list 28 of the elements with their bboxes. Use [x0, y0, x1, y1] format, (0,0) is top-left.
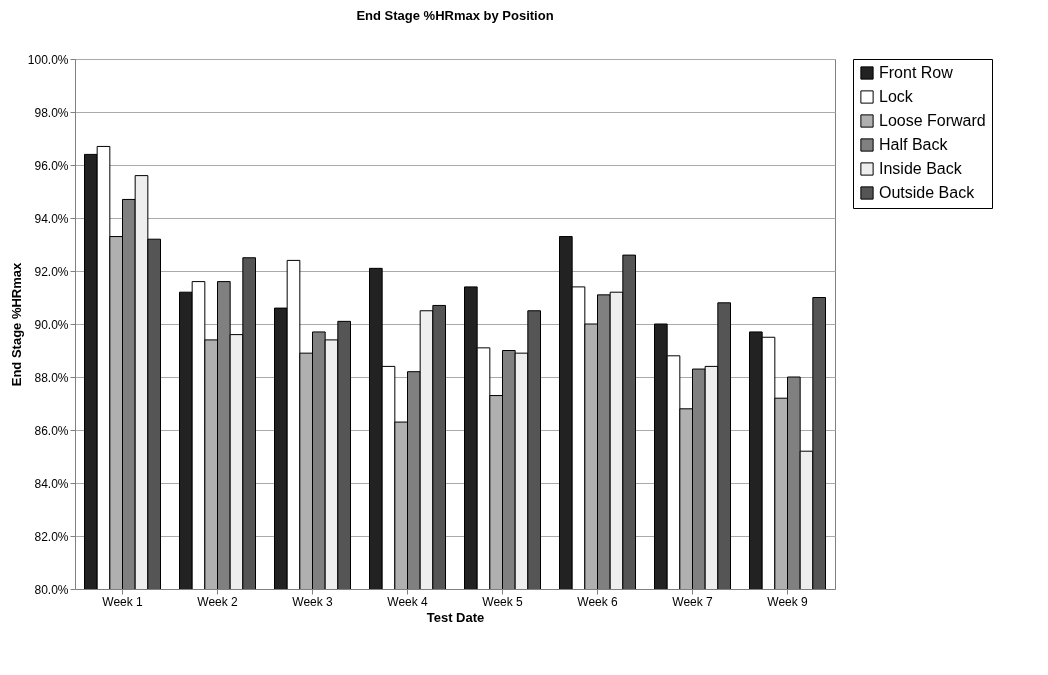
legend-label: Lock — [879, 88, 914, 105]
y-tick-label: 90.0% — [34, 317, 69, 332]
y-tick-label: 92.0% — [34, 264, 69, 279]
y-tick-label: 96.0% — [34, 158, 69, 173]
x-axis-title: Test Date — [426, 609, 485, 625]
x-tick-label: Week 2 — [197, 594, 239, 609]
legend-label: Front Row — [879, 64, 954, 81]
legend-label: Half Back — [879, 136, 949, 153]
y-axis-title: End Stage %HRmax — [8, 261, 24, 387]
chart-title: End Stage %HRmax by Position — [356, 8, 554, 23]
y-tick-label: 84.0% — [34, 476, 69, 491]
x-tick-label: Week 1 — [102, 594, 144, 609]
legend-label: Loose Forward — [879, 112, 986, 129]
x-tick-label: Week 7 — [672, 594, 714, 609]
x-tick-label: Week 9 — [767, 594, 809, 609]
y-tick-label: 100.0% — [27, 52, 69, 67]
x-tick-label: Week 5 — [482, 594, 524, 609]
legend-label: Inside Back — [879, 160, 963, 177]
y-tick-label: 80.0% — [34, 582, 69, 597]
y-tick-label: 94.0% — [34, 211, 69, 226]
y-tick-label: 82.0% — [34, 529, 69, 544]
legend-label: Outside Back — [879, 184, 976, 201]
x-tick-label: Week 6 — [577, 594, 619, 609]
y-tick-label: 98.0% — [34, 105, 69, 120]
x-tick-label: Week 4 — [387, 594, 429, 609]
x-tick-label: Week 3 — [292, 594, 334, 609]
y-tick-label: 86.0% — [34, 423, 69, 438]
y-tick-label: 88.0% — [34, 370, 69, 385]
